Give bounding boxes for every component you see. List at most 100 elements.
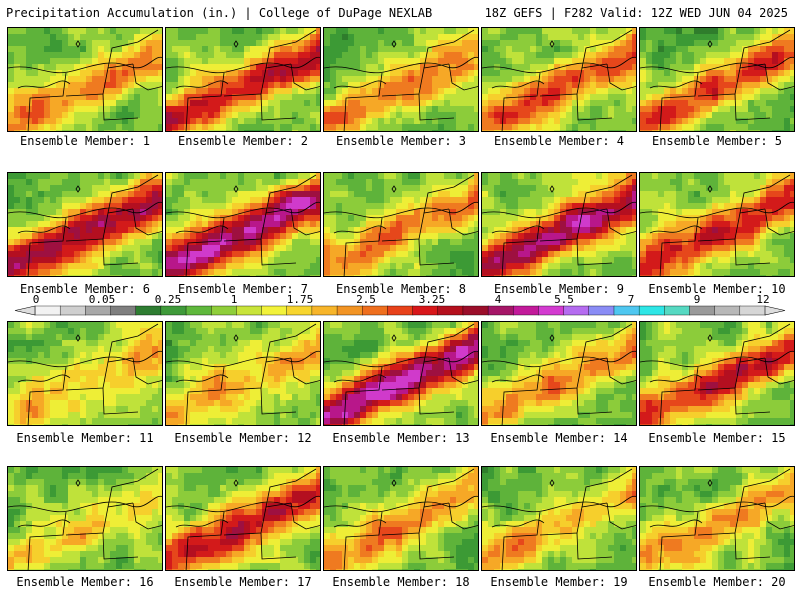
ensemble-map-panel [7, 321, 163, 426]
state-border-line [739, 323, 791, 363]
state-border-line [8, 350, 162, 368]
colorbar-segment [160, 305, 187, 316]
state-border-line [539, 208, 608, 242]
precip-field [482, 322, 636, 425]
ensemble-map-panel [323, 27, 479, 132]
colorbar-tick-label: 0.25 [154, 293, 182, 306]
state-border-line [65, 208, 134, 242]
state-border-line [423, 174, 475, 214]
state-border-line [734, 93, 771, 121]
ensemble-map-panel [7, 172, 163, 277]
colorbar-tick-label: 5.5 [554, 293, 574, 306]
map-title: Precipitation Accumulation (in.) | Colle… [6, 6, 433, 20]
colorbar-tick-label: 4 [494, 293, 502, 306]
station-marker-icon [549, 479, 555, 487]
station-marker-icon [391, 185, 397, 193]
colorbar-segment [462, 305, 489, 316]
colorbar-tick-label: 3.25 [418, 293, 446, 306]
state-border-line [697, 502, 766, 536]
colorbar-segment [412, 305, 439, 316]
state-border-line [739, 174, 791, 214]
state-border-line [482, 56, 636, 74]
state-border-line [107, 323, 159, 363]
precip-field [482, 173, 636, 276]
state-border-line [107, 29, 159, 69]
state-border-line [381, 208, 450, 242]
state-border-line [17, 80, 71, 89]
state-border-line [265, 29, 317, 69]
state-border-line [102, 238, 139, 266]
state-border-line [27, 366, 67, 425]
state-border-line [501, 72, 541, 131]
precip-field [166, 173, 320, 276]
state-border-line [27, 72, 67, 131]
station-marker-icon [707, 479, 713, 487]
colorbar-tick-label: 7 [627, 293, 635, 306]
colorbar-tick-label: 0 [32, 293, 40, 306]
state-border-line [581, 174, 633, 214]
station-marker-icon [75, 479, 81, 487]
ensemble-member-label: Ensemble Member: 15 [648, 431, 786, 445]
colorbar-segment [387, 305, 414, 316]
state-border-line [576, 238, 613, 266]
state-border-line [501, 217, 541, 276]
precip-field [166, 467, 320, 570]
ensemble-member-label: Ensemble Member: 18 [332, 575, 470, 589]
state-border-line [423, 468, 475, 508]
ensemble-member-label: Ensemble Member: 6 [19, 282, 151, 296]
state-border-line [265, 468, 317, 508]
state-border-line [423, 29, 475, 69]
state-border-line [539, 63, 608, 97]
colorbar-tick-label: 1 [230, 293, 238, 306]
ensemble-map-panel [639, 466, 795, 571]
state-border-line [223, 63, 292, 97]
state-border-line [175, 225, 229, 234]
state-border-line [764, 502, 794, 530]
state-border-line [260, 387, 297, 415]
state-border-line [640, 495, 794, 513]
state-border-line [8, 56, 162, 74]
ensemble-map-panel [481, 27, 637, 132]
colorbar-tick-label: 2.5 [356, 293, 376, 306]
station-marker-icon [549, 185, 555, 193]
state-border-line [166, 495, 320, 513]
state-border-line [659, 511, 699, 570]
state-border-line [65, 357, 134, 391]
state-border-line [697, 357, 766, 391]
colorbar-segment [362, 305, 389, 316]
station-marker-icon [549, 334, 555, 342]
ensemble-member-label: Ensemble Member: 9 [493, 282, 625, 296]
state-border-line [265, 174, 317, 214]
state-border-line [640, 56, 794, 74]
state-border-line [739, 29, 791, 69]
state-border-line [333, 374, 387, 383]
colorbar-segment [286, 305, 313, 316]
ensemble-map-panel [481, 466, 637, 571]
state-border-line [343, 511, 383, 570]
state-border-line [343, 217, 383, 276]
state-border-line [175, 374, 229, 383]
state-border-line [448, 357, 478, 385]
colorbar-right-arrow [764, 305, 786, 316]
state-border-line [448, 502, 478, 530]
colorbar-segment [613, 305, 640, 316]
state-border-line [734, 238, 771, 266]
colorbar-segment [538, 305, 565, 316]
colorbar-segment [311, 305, 338, 316]
state-border-line [107, 468, 159, 508]
station-marker-icon [391, 334, 397, 342]
station-marker-icon [233, 334, 239, 342]
station-marker-icon [233, 40, 239, 48]
state-border-line [17, 374, 71, 383]
state-border-line [697, 63, 766, 97]
state-border-line [290, 208, 320, 236]
state-border-line [102, 387, 139, 415]
precip-field [8, 467, 162, 570]
state-border-line [501, 511, 541, 570]
state-border-line [260, 93, 297, 121]
ensemble-member-label: Ensemble Member: 20 [648, 575, 786, 589]
state-border-line [290, 63, 320, 91]
state-border-line [659, 217, 699, 276]
colorbar-segment [588, 305, 615, 316]
state-border-line [324, 495, 478, 513]
